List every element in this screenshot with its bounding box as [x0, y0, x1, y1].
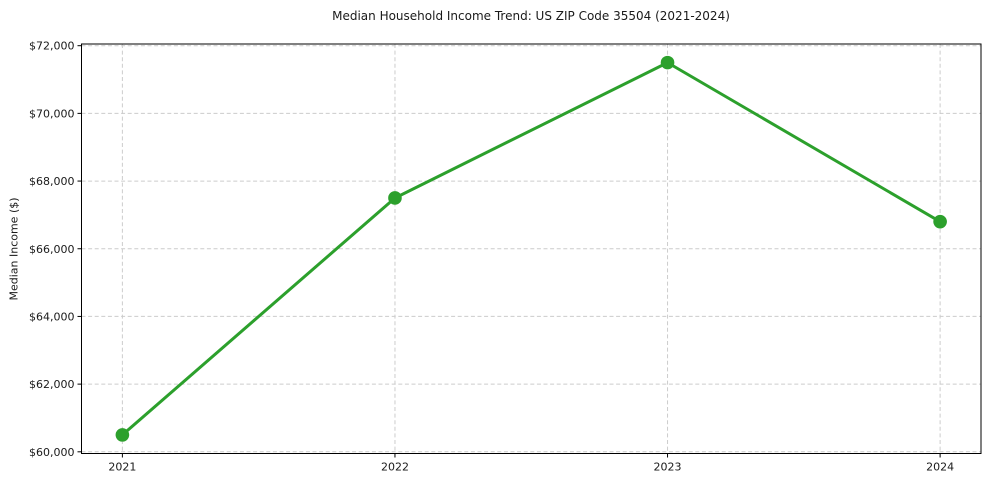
x-tick-label: 2024 — [926, 461, 954, 474]
chart-title: Median Household Income Trend: US ZIP Co… — [332, 9, 730, 23]
trend-line — [120, 61, 942, 437]
y-tick-label: $62,000 — [29, 378, 75, 391]
data-point-marker — [115, 428, 130, 442]
data-point-marker — [660, 55, 675, 70]
x-tick-label: 2023 — [654, 461, 682, 474]
plot-border — [81, 43, 982, 454]
data-point-marker — [933, 214, 947, 229]
x-tick-label: 2021 — [108, 461, 136, 474]
y-tick-label: $68,000 — [29, 175, 75, 188]
y-tick-label: $64,000 — [29, 310, 75, 323]
y-tick-label: $72,000 — [29, 40, 75, 53]
data-point-marker — [388, 191, 402, 205]
y-tick-label: $60,000 — [29, 446, 75, 459]
x-tick-label: 2022 — [381, 461, 409, 474]
y-tick-label: $70,000 — [29, 107, 75, 120]
y-tick-label: $66,000 — [29, 243, 75, 256]
